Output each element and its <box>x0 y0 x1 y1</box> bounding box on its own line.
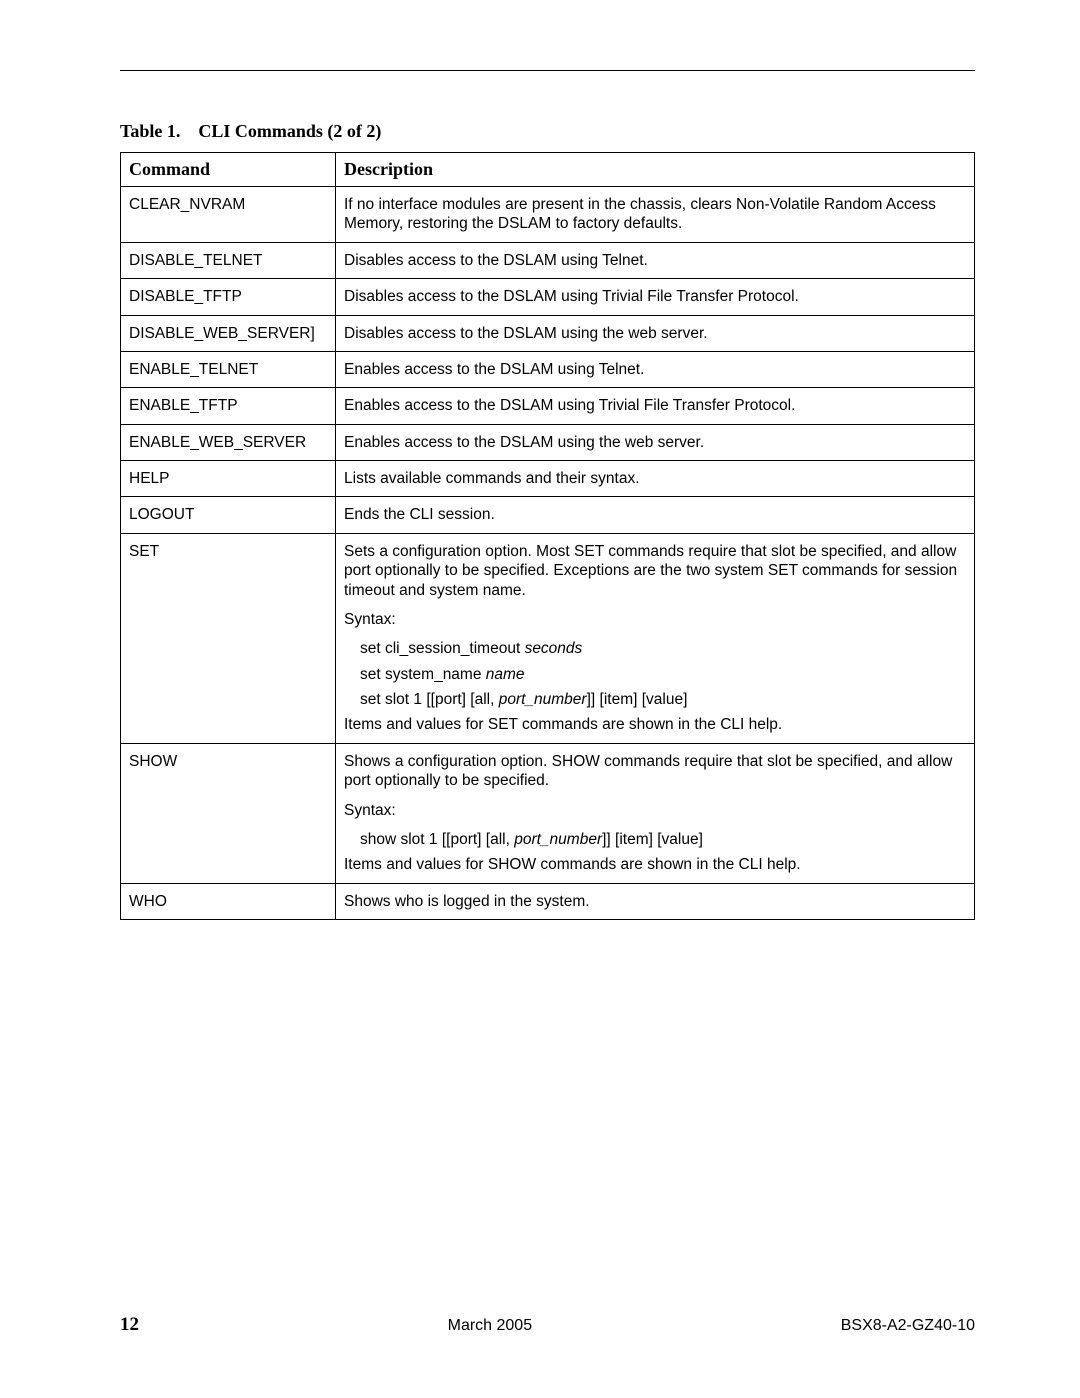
table-body: CLEAR_NVRAMIf no interface modules are p… <box>121 187 975 920</box>
table-row: CLEAR_NVRAMIf no interface modules are p… <box>121 187 975 243</box>
command-cell: ENABLE_TELNET <box>121 351 336 387</box>
syntax-text: set slot 1 [[port] [all, <box>360 691 499 708</box>
table-row: SHOWShows a configuration option. SHOW c… <box>121 743 975 883</box>
description-text: Lists available commands and their synta… <box>344 469 966 488</box>
cli-commands-table: Command Description CLEAR_NVRAMIf no int… <box>120 152 975 920</box>
description-cell: Enables access to the DSLAM using the we… <box>336 424 975 460</box>
syntax-line: set cli_session_timeout seconds <box>360 639 966 658</box>
description-text: Enables access to the DSLAM using the we… <box>344 433 966 452</box>
syntax-param: port_number <box>499 691 587 708</box>
description-text: Items and values for SHOW commands are s… <box>344 855 966 874</box>
table-row: DISABLE_TFTP Disables access to the DSLAM… <box>121 279 975 315</box>
syntax-text: set system_name <box>360 666 486 683</box>
syntax-param: port_number <box>514 831 602 848</box>
description-text: Disables access to the DSLAM using Telne… <box>344 251 966 270</box>
table-row: DISABLE_WEB_SERVER] Disables access to th… <box>121 315 975 351</box>
description-cell: Lists available commands and their synta… <box>336 461 975 497</box>
description-cell: Ends the CLI session. <box>336 497 975 533</box>
command-cell: SET <box>121 533 336 743</box>
syntax-param: seconds <box>525 640 583 657</box>
command-cell: DISABLE_TFTP <box>121 279 336 315</box>
table-row: ENABLE_TELNET Enables access to the DSLAM… <box>121 351 975 387</box>
description-cell: Sets a configuration option. Most SET co… <box>336 533 975 743</box>
description-cell: Shows a configuration option. SHOW comma… <box>336 743 975 883</box>
table-header-row: Command Description <box>121 153 975 187</box>
description-text: Sets a configuration option. Most SET co… <box>344 542 966 600</box>
command-cell: LOGOUT <box>121 497 336 533</box>
table-row: HELP Lists available commands and their s… <box>121 461 975 497</box>
description-text: Shows who is logged in the system. <box>344 892 966 911</box>
description-text: Enables access to the DSLAM using Trivia… <box>344 396 966 415</box>
description-text: Enables access to the DSLAM using Telnet… <box>344 360 966 379</box>
description-text: Syntax: <box>344 610 966 629</box>
page-footer: 12 March 2005 BSX8-A2-GZ40-10 <box>120 1314 975 1336</box>
footer-date: March 2005 <box>139 1317 841 1335</box>
description-cell: Disables access to the DSLAM using the w… <box>336 315 975 351</box>
table-row: WHO Shows who is logged in the system. <box>121 883 975 919</box>
command-cell: ENABLE_TFTP <box>121 388 336 424</box>
description-text: If no interface modules are present in t… <box>344 195 966 234</box>
syntax-text: show slot 1 [[port] [all, <box>360 831 514 848</box>
command-cell: CLEAR_NVRAM <box>121 187 336 243</box>
table-row: DISABLE_TELNET Disables access to the DSL… <box>121 242 975 278</box>
command-cell: DISABLE_WEB_SERVER] <box>121 315 336 351</box>
table-row: SETSets a configuration option. Most SET… <box>121 533 975 743</box>
description-text: Syntax: <box>344 801 966 820</box>
description-text: Shows a configuration option. SHOW comma… <box>344 752 966 791</box>
syntax-text: ]] [item] [value] <box>587 691 688 708</box>
top-rule <box>120 70 975 71</box>
description-text: Items and values for SET commands are sh… <box>344 715 966 734</box>
table-row: ENABLE_WEB_SERVER Enables access to the D… <box>121 424 975 460</box>
description-cell: Shows who is logged in the system. <box>336 883 975 919</box>
table-caption: Table 1. CLI Commands (2 of 2) <box>120 121 975 142</box>
syntax-text: ]] [item] [value] <box>602 831 703 848</box>
syntax-param: name <box>486 666 525 683</box>
page: Table 1. CLI Commands (2 of 2) Command D… <box>0 0 1080 1398</box>
description-text: Disables access to the DSLAM using the w… <box>344 324 966 343</box>
page-number: 12 <box>120 1314 139 1336</box>
syntax-line: show slot 1 [[port] [all, port_number]] … <box>360 830 966 849</box>
description-cell: Enables access to the DSLAM using Telnet… <box>336 351 975 387</box>
table-row: ENABLE_TFTP Enables access to the DSLAM u… <box>121 388 975 424</box>
syntax-text: set cli_session_timeout <box>360 640 525 657</box>
footer-doc-id: BSX8-A2-GZ40-10 <box>841 1317 975 1335</box>
command-cell: WHO <box>121 883 336 919</box>
description-text: Disables access to the DSLAM using Trivi… <box>344 287 966 306</box>
syntax-line: set system_name name <box>360 665 966 684</box>
description-cell: If no interface modules are present in t… <box>336 187 975 243</box>
table-row: LOGOUT Ends the CLI session. <box>121 497 975 533</box>
description-cell: Disables access to the DSLAM using Telne… <box>336 242 975 278</box>
command-cell: DISABLE_TELNET <box>121 242 336 278</box>
caption-prefix: Table 1. <box>120 121 180 141</box>
description-cell: Disables access to the DSLAM using Trivi… <box>336 279 975 315</box>
command-cell: ENABLE_WEB_SERVER <box>121 424 336 460</box>
command-cell: SHOW <box>121 743 336 883</box>
description-cell: Enables access to the DSLAM using Trivia… <box>336 388 975 424</box>
header-command: Command <box>121 153 336 187</box>
header-description: Description <box>336 153 975 187</box>
caption-title: CLI Commands (2 of 2) <box>198 121 381 141</box>
description-text: Ends the CLI session. <box>344 505 966 524</box>
command-cell: HELP <box>121 461 336 497</box>
syntax-line: set slot 1 [[port] [all, port_number]] [… <box>360 690 966 709</box>
